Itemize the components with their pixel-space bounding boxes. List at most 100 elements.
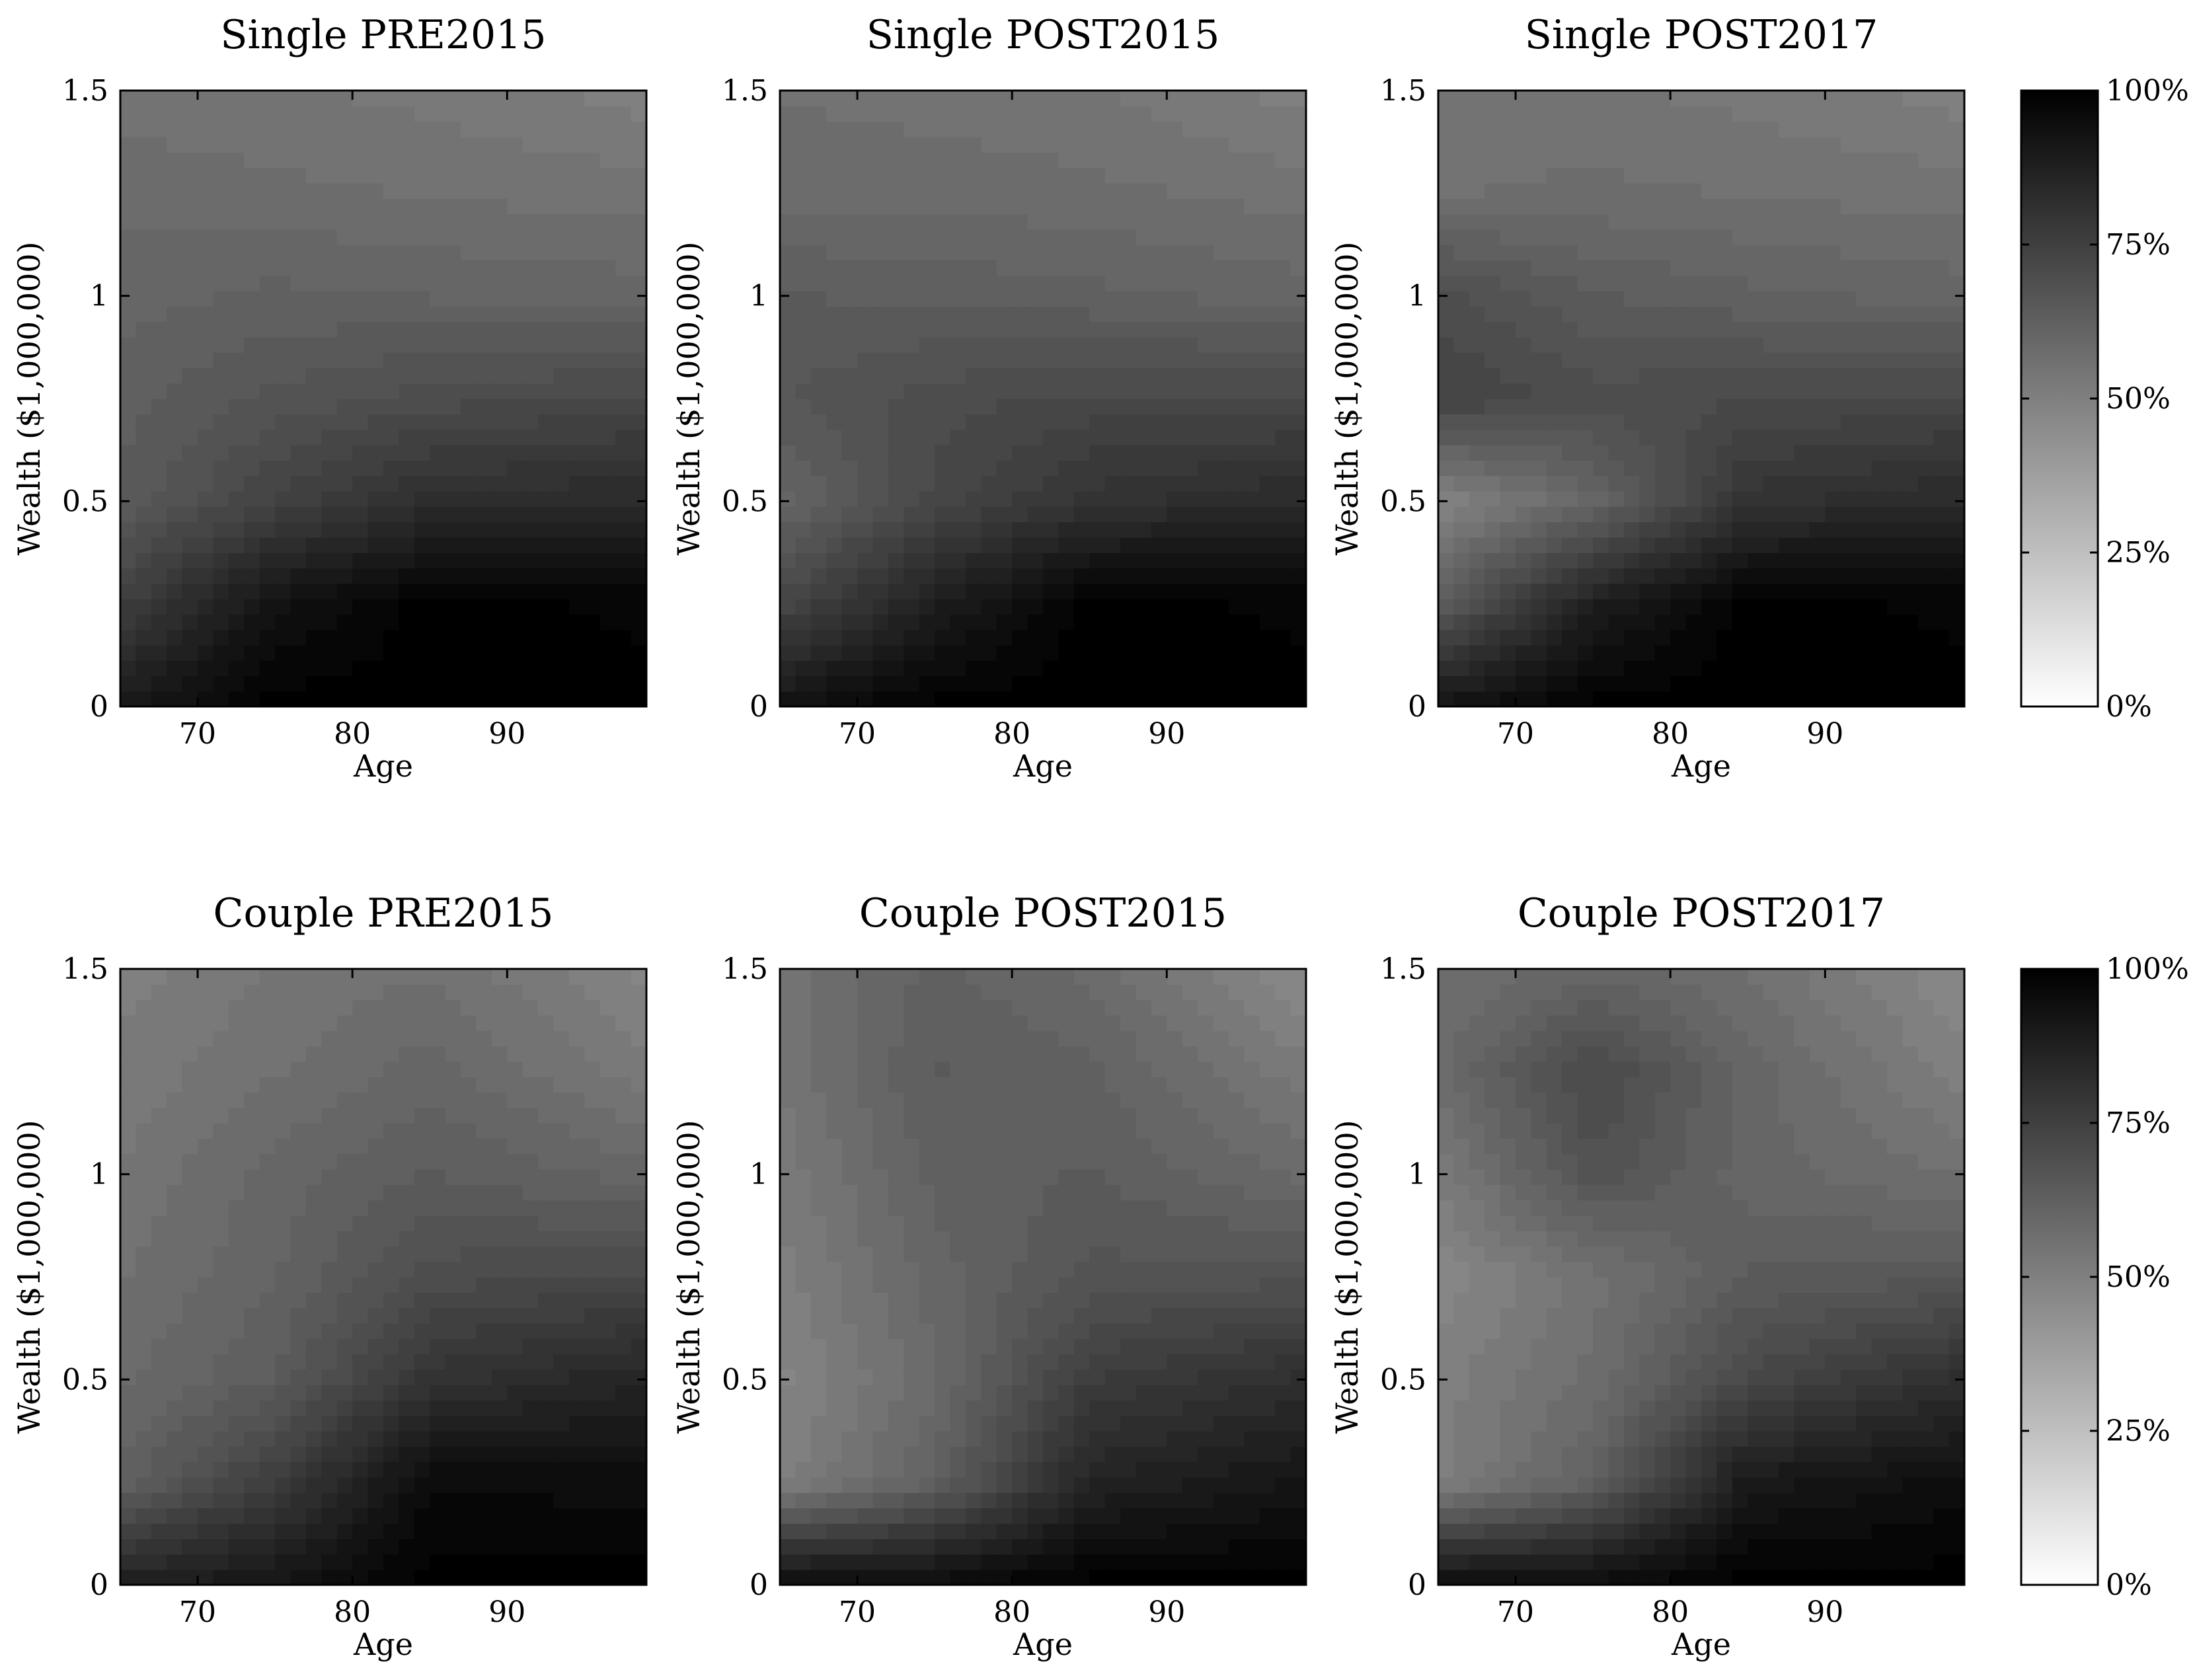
heatmap-cell [1244, 383, 1260, 399]
heatmap-cell [795, 367, 812, 384]
heatmap-cell [996, 229, 1013, 245]
heatmap-cell [1167, 275, 1183, 291]
heatmap-cell [826, 213, 843, 230]
heatmap-cell [810, 245, 828, 261]
heatmap-cell [213, 1569, 229, 1585]
heatmap-cell [919, 568, 935, 584]
heatmap-cell [1794, 660, 1810, 677]
heatmap-cell [1275, 213, 1291, 230]
heatmap-cell [167, 1385, 183, 1401]
heatmap-cell [872, 583, 889, 599]
heatmap-cell [1871, 245, 1888, 261]
heatmap-cell [1290, 583, 1307, 599]
heatmap-cell [1531, 490, 1547, 507]
heatmap-cell [1073, 399, 1091, 415]
heatmap-cell [228, 1369, 245, 1385]
heatmap-cell [1608, 460, 1625, 477]
heatmap-cell [965, 229, 982, 245]
heatmap-cell [1948, 537, 1965, 553]
heatmap-cell [1886, 352, 1904, 369]
heatmap-cell [631, 460, 647, 477]
heatmap-cell [476, 583, 492, 599]
heatmap-cell [872, 614, 889, 630]
heatmap-cell [1104, 213, 1121, 230]
heatmap-cell [1213, 152, 1229, 169]
heatmap-cell [1856, 91, 1872, 107]
heatmap-cell [367, 999, 384, 1016]
heatmap-cell [399, 213, 415, 230]
heatmap-cell [1043, 321, 1060, 338]
heatmap-cell [981, 136, 997, 153]
heatmap-cell [1779, 598, 1795, 615]
heatmap-cell [275, 1123, 291, 1139]
heatmap-cell [615, 429, 632, 445]
heatmap-cell [430, 583, 446, 599]
heatmap-cell [1089, 691, 1106, 707]
heatmap-cell [167, 675, 183, 692]
heatmap-cell [996, 352, 1013, 369]
heatmap-cell [120, 444, 137, 461]
heatmap-cell [491, 136, 508, 153]
heatmap-cell [1290, 198, 1307, 215]
heatmap-cell [1516, 490, 1532, 507]
heatmap-cell [275, 1446, 291, 1463]
heatmap-cell [383, 644, 400, 661]
heatmap-cell [996, 198, 1013, 215]
heatmap-cell [290, 245, 307, 261]
y-axis-label: Wealth ($1,000,000) [1329, 242, 1365, 556]
y-tick-label: 0 [750, 690, 768, 724]
heatmap-cell [244, 1415, 260, 1432]
heatmap-cell [305, 1261, 323, 1278]
heatmap-cell [507, 460, 523, 477]
heatmap-cell [568, 290, 586, 307]
heatmap-cell [1244, 152, 1260, 169]
heatmap-cell [1275, 383, 1291, 399]
heatmap-cell [1167, 383, 1183, 399]
heatmap-cell [1670, 260, 1687, 276]
heatmap-cell [383, 1400, 400, 1416]
heatmap-cell [584, 553, 601, 569]
heatmap-cell [321, 1153, 338, 1170]
heatmap-cell [414, 999, 431, 1016]
heatmap-cell [919, 399, 935, 415]
heatmap-cell [151, 1322, 168, 1339]
heatmap-cell [336, 399, 353, 415]
heatmap-cell [430, 1523, 446, 1539]
heatmap-cell [615, 275, 632, 291]
heatmap-cell [568, 152, 586, 169]
heatmap-cell [1623, 553, 1640, 569]
heatmap-cell [568, 367, 586, 384]
heatmap-cell [275, 999, 291, 1016]
heatmap-cell [1167, 444, 1183, 461]
heatmap-cell [321, 1014, 338, 1031]
heatmap-cell [872, 537, 889, 553]
heatmap-cell [1469, 367, 1486, 384]
heatmap-cell [1546, 614, 1563, 630]
heatmap-cell [352, 1554, 369, 1570]
heatmap-cell [1012, 490, 1028, 507]
heatmap-cell [414, 553, 431, 569]
heatmap-cell [1073, 506, 1091, 523]
heatmap-cell [1654, 444, 1671, 461]
heatmap-cell [1089, 198, 1106, 215]
heatmap-cell [1763, 614, 1779, 630]
heatmap-cell [1104, 444, 1121, 461]
heatmap-cell [228, 675, 245, 692]
heatmap-cell [491, 245, 508, 261]
heatmap-cell [1290, 660, 1307, 677]
heatmap-cell [352, 1107, 369, 1124]
heatmap-cell [1825, 660, 1841, 677]
heatmap-cell [1856, 383, 1872, 399]
heatmap-cell [1438, 229, 1455, 245]
heatmap-cell [1438, 91, 1455, 107]
heatmap-cell [1438, 383, 1455, 399]
heatmap-cell [522, 367, 539, 384]
heatmap-cell [1933, 660, 1950, 677]
heatmap-cell [1484, 167, 1501, 184]
heatmap-cell [1933, 537, 1950, 553]
heatmap-cell [151, 1338, 168, 1355]
heatmap-cell [1779, 568, 1795, 584]
heatmap-cell [950, 229, 966, 245]
heatmap-cell [1275, 229, 1291, 245]
heatmap-cell [1748, 321, 1764, 338]
